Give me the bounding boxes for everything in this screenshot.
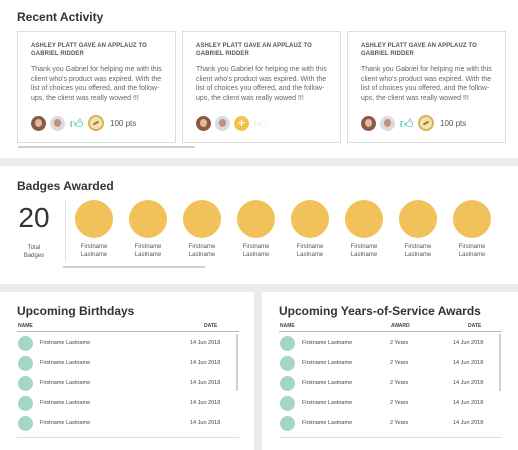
table-bottom-divider bbox=[17, 437, 239, 438]
date-column-header[interactable]: DATE bbox=[468, 323, 482, 329]
years-of-service-panel: Upcoming Years-of-Service Awards NAME AW… bbox=[262, 292, 518, 450]
receiver-avatar[interactable] bbox=[215, 115, 230, 131]
activity-card-footer: + 👍︎ bbox=[196, 114, 274, 132]
badges-horizontal-scrollbar[interactable] bbox=[63, 266, 205, 268]
activity-card-title: ASHLEY PLATT GAVE AN APPLAUZ TO GABRIEL … bbox=[196, 43, 312, 57]
medal-icon bbox=[418, 115, 434, 131]
thumbs-up-outline-icon[interactable]: 👍︎ bbox=[253, 115, 268, 131]
recent-activity-panel: Recent Activity ASHLEY PLATT GAVE AN APP… bbox=[0, 0, 518, 158]
table-row[interactable]: Firstname Lastname 14 Jun 2018 bbox=[18, 394, 228, 414]
total-badges-count: 20 bbox=[18, 202, 50, 233]
award-column-header[interactable]: AWARD bbox=[391, 323, 410, 329]
thumbs-up-icon[interactable]: 👍︎ bbox=[69, 115, 84, 131]
total-badges-label: Total Badges bbox=[23, 245, 45, 259]
avatar bbox=[280, 376, 295, 391]
header-divider bbox=[17, 331, 239, 332]
table-row[interactable]: Firstname Lastname 14 Jun 2018 bbox=[18, 354, 228, 374]
avatar bbox=[18, 416, 33, 431]
activity-card[interactable]: ASHLEY PLATT GAVE AN APPLAUZ TO GABRIEL … bbox=[347, 31, 506, 143]
upcoming-birthdays-panel: Upcoming Birthdays NAME DATE Firstname L… bbox=[0, 292, 254, 450]
activity-card-footer: 👍︎ 100 pts bbox=[31, 114, 136, 132]
badge-item[interactable]: Firstname Lastname bbox=[393, 200, 443, 259]
name-column-header[interactable]: NAME bbox=[18, 323, 33, 329]
badge-icon bbox=[183, 200, 221, 238]
badge-item[interactable]: Firstname Lastname bbox=[339, 200, 389, 259]
table-row[interactable]: Firstname Lastname 2 Years 14 Jun 2018 bbox=[280, 414, 495, 434]
giver-avatar[interactable] bbox=[31, 115, 46, 131]
activity-card-message: Thank you Gabriel for helping me with th… bbox=[361, 66, 492, 102]
plus-icon[interactable]: + bbox=[234, 115, 249, 131]
table-row[interactable]: Firstname Lastname 14 Jun 2018 bbox=[18, 414, 228, 434]
avatar bbox=[280, 356, 295, 371]
badge-icon bbox=[291, 200, 329, 238]
table-row[interactable]: Firstname Lastname 2 Years 14 Jun 2018 bbox=[280, 354, 495, 374]
recent-activity-title: Recent Activity bbox=[17, 10, 104, 24]
badge-icon bbox=[75, 200, 113, 238]
badges-awarded-panel: Badges Awarded 20 Total Badges Firstname… bbox=[0, 166, 518, 284]
badges-awarded-title: Badges Awarded bbox=[17, 179, 114, 193]
points-label: 100 pts bbox=[440, 118, 467, 128]
medal-icon bbox=[88, 115, 104, 131]
receiver-avatar[interactable] bbox=[380, 115, 395, 131]
avatar bbox=[18, 356, 33, 371]
date-column-header[interactable]: DATE bbox=[204, 323, 218, 329]
badge-icon bbox=[345, 200, 383, 238]
table-row[interactable]: Firstname Lastname 14 Jun 2018 bbox=[18, 334, 228, 354]
badge-item[interactable]: Firstname Lastname bbox=[447, 200, 497, 259]
badge-icon bbox=[237, 200, 275, 238]
giver-avatar[interactable] bbox=[196, 115, 211, 131]
badge-item[interactable]: Firstname Lastname bbox=[69, 200, 119, 259]
avatar bbox=[18, 336, 33, 351]
activity-card-footer: 👍︎ 100 pts bbox=[361, 114, 466, 132]
vertical-scrollbar[interactable] bbox=[236, 334, 238, 391]
table-row[interactable]: Firstname Lastname 2 Years 14 Jun 2018 bbox=[280, 374, 495, 394]
activity-card[interactable]: ASHLEY PLATT GAVE AN APPLAUZ TO GABRIEL … bbox=[182, 31, 341, 143]
activity-card-title: ASHLEY PLATT GAVE AN APPLAUZ TO GABRIEL … bbox=[361, 43, 477, 57]
avatar bbox=[280, 396, 295, 411]
divider bbox=[65, 200, 66, 262]
badge-item[interactable]: Firstname Lastname bbox=[177, 200, 227, 259]
badge-icon bbox=[399, 200, 437, 238]
badge-icon bbox=[129, 200, 167, 238]
vertical-scrollbar[interactable] bbox=[499, 334, 501, 391]
badge-item[interactable]: Firstname Lastname bbox=[231, 200, 281, 259]
header-divider bbox=[279, 331, 502, 332]
thumbs-up-icon[interactable]: 👍︎ bbox=[399, 115, 414, 131]
table-row[interactable]: Firstname Lastname 14 Jun 2018 bbox=[18, 374, 228, 394]
activity-card-message: Thank you Gabriel for helping me with th… bbox=[196, 66, 327, 102]
giver-avatar[interactable] bbox=[361, 115, 376, 131]
avatar bbox=[18, 396, 33, 411]
table-row[interactable]: Firstname Lastname 2 Years 14 Jun 2018 bbox=[280, 394, 495, 414]
years-of-service-title: Upcoming Years-of-Service Awards bbox=[279, 304, 481, 318]
avatar bbox=[280, 336, 295, 351]
receiver-avatar[interactable] bbox=[50, 115, 65, 131]
table-row[interactable]: Firstname Lastname 2 Years 14 Jun 2018 bbox=[280, 334, 495, 354]
avatar bbox=[280, 416, 295, 431]
table-bottom-divider bbox=[279, 437, 502, 438]
activity-card[interactable]: ASHLEY PLATT GAVE AN APPLAUZ TO GABRIEL … bbox=[17, 31, 176, 143]
points-label: 100 pts bbox=[110, 118, 137, 128]
badge-icon bbox=[453, 200, 491, 238]
activity-horizontal-scrollbar[interactable] bbox=[18, 146, 195, 148]
avatar bbox=[18, 376, 33, 391]
name-column-header[interactable]: NAME bbox=[280, 323, 295, 329]
activity-card-title: ASHLEY PLATT GAVE AN APPLAUZ TO GABRIEL … bbox=[31, 43, 147, 57]
badge-item[interactable]: Firstname Lastname bbox=[123, 200, 173, 259]
upcoming-birthdays-title: Upcoming Birthdays bbox=[17, 304, 135, 318]
badge-item[interactable]: Firstname Lastname bbox=[285, 200, 335, 259]
activity-card-message: Thank you Gabriel for helping me with th… bbox=[31, 66, 162, 102]
